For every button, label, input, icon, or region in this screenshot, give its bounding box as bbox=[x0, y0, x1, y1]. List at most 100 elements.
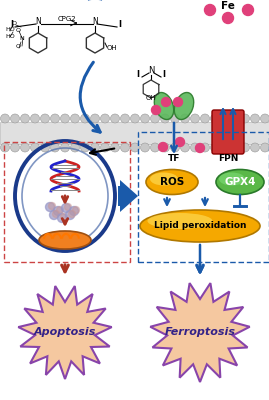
Circle shape bbox=[140, 114, 150, 123]
Circle shape bbox=[204, 4, 215, 16]
Bar bbox=[138, 132, 269, 262]
Circle shape bbox=[65, 210, 75, 220]
Ellipse shape bbox=[39, 231, 91, 249]
Circle shape bbox=[161, 114, 169, 123]
Circle shape bbox=[73, 206, 80, 214]
Text: Lipid peroxidation: Lipid peroxidation bbox=[154, 222, 246, 230]
Circle shape bbox=[231, 114, 239, 123]
Circle shape bbox=[250, 114, 260, 123]
Circle shape bbox=[151, 106, 161, 114]
Text: Fe: Fe bbox=[221, 1, 235, 11]
Text: N: N bbox=[92, 17, 98, 26]
Circle shape bbox=[222, 12, 233, 24]
Circle shape bbox=[30, 114, 40, 123]
Circle shape bbox=[150, 143, 160, 152]
Circle shape bbox=[190, 114, 200, 123]
Circle shape bbox=[61, 114, 69, 123]
Text: I: I bbox=[119, 20, 122, 29]
Circle shape bbox=[180, 143, 189, 152]
Circle shape bbox=[80, 114, 90, 123]
Text: N: N bbox=[20, 36, 24, 41]
Polygon shape bbox=[150, 283, 250, 382]
Circle shape bbox=[49, 210, 58, 220]
Circle shape bbox=[140, 143, 150, 152]
Circle shape bbox=[158, 142, 168, 152]
Circle shape bbox=[10, 143, 19, 152]
Circle shape bbox=[69, 210, 76, 218]
Circle shape bbox=[161, 98, 171, 106]
Circle shape bbox=[80, 143, 90, 152]
Circle shape bbox=[111, 114, 119, 123]
Circle shape bbox=[130, 143, 140, 152]
Circle shape bbox=[1, 143, 9, 152]
Polygon shape bbox=[118, 180, 138, 212]
Circle shape bbox=[211, 114, 220, 123]
Circle shape bbox=[58, 214, 66, 222]
Circle shape bbox=[30, 143, 40, 152]
Circle shape bbox=[90, 114, 100, 123]
Text: N: N bbox=[148, 66, 154, 75]
Circle shape bbox=[61, 143, 69, 152]
Circle shape bbox=[240, 114, 250, 123]
Text: FPN: FPN bbox=[218, 154, 238, 163]
Text: O: O bbox=[12, 21, 16, 26]
Circle shape bbox=[70, 143, 80, 152]
Polygon shape bbox=[18, 286, 112, 379]
Circle shape bbox=[62, 204, 70, 212]
Circle shape bbox=[20, 114, 30, 123]
Text: I: I bbox=[10, 20, 13, 29]
Circle shape bbox=[121, 143, 129, 152]
Circle shape bbox=[180, 114, 189, 123]
Ellipse shape bbox=[154, 92, 174, 120]
Circle shape bbox=[175, 138, 185, 146]
Circle shape bbox=[231, 143, 239, 152]
Ellipse shape bbox=[216, 170, 264, 194]
Circle shape bbox=[1, 114, 9, 123]
Text: I: I bbox=[162, 70, 165, 79]
Circle shape bbox=[174, 98, 182, 106]
Circle shape bbox=[221, 143, 229, 152]
Text: ROS: ROS bbox=[160, 177, 184, 187]
Text: Apoptosis: Apoptosis bbox=[34, 327, 96, 337]
Circle shape bbox=[150, 114, 160, 123]
Circle shape bbox=[111, 143, 119, 152]
FancyBboxPatch shape bbox=[212, 110, 244, 154]
Text: N: N bbox=[35, 17, 41, 26]
Text: HO: HO bbox=[5, 34, 15, 39]
Circle shape bbox=[41, 143, 49, 152]
Circle shape bbox=[69, 206, 79, 216]
Text: CPG2: CPG2 bbox=[58, 16, 76, 22]
Circle shape bbox=[101, 143, 109, 152]
Circle shape bbox=[211, 143, 220, 152]
Text: HO: HO bbox=[5, 27, 15, 32]
Circle shape bbox=[260, 114, 269, 123]
Circle shape bbox=[240, 143, 250, 152]
Circle shape bbox=[221, 114, 229, 123]
Text: O: O bbox=[16, 44, 20, 49]
Text: TF: TF bbox=[168, 154, 180, 163]
Text: Ferroptosis: Ferroptosis bbox=[165, 327, 235, 337]
Circle shape bbox=[52, 210, 59, 218]
Circle shape bbox=[90, 143, 100, 152]
Text: OH: OH bbox=[107, 45, 118, 51]
Circle shape bbox=[51, 143, 59, 152]
Circle shape bbox=[171, 114, 179, 123]
Circle shape bbox=[200, 143, 210, 152]
Circle shape bbox=[161, 143, 169, 152]
Text: GPX4: GPX4 bbox=[224, 177, 256, 187]
Circle shape bbox=[196, 144, 204, 152]
Circle shape bbox=[171, 143, 179, 152]
Ellipse shape bbox=[140, 210, 260, 242]
Circle shape bbox=[48, 202, 55, 210]
Circle shape bbox=[20, 143, 30, 152]
Circle shape bbox=[101, 114, 109, 123]
Circle shape bbox=[121, 114, 129, 123]
Circle shape bbox=[260, 143, 269, 152]
Circle shape bbox=[61, 214, 68, 220]
Circle shape bbox=[242, 4, 253, 16]
Circle shape bbox=[190, 143, 200, 152]
Circle shape bbox=[130, 114, 140, 123]
Circle shape bbox=[10, 114, 19, 123]
Circle shape bbox=[250, 143, 260, 152]
Ellipse shape bbox=[147, 213, 213, 229]
